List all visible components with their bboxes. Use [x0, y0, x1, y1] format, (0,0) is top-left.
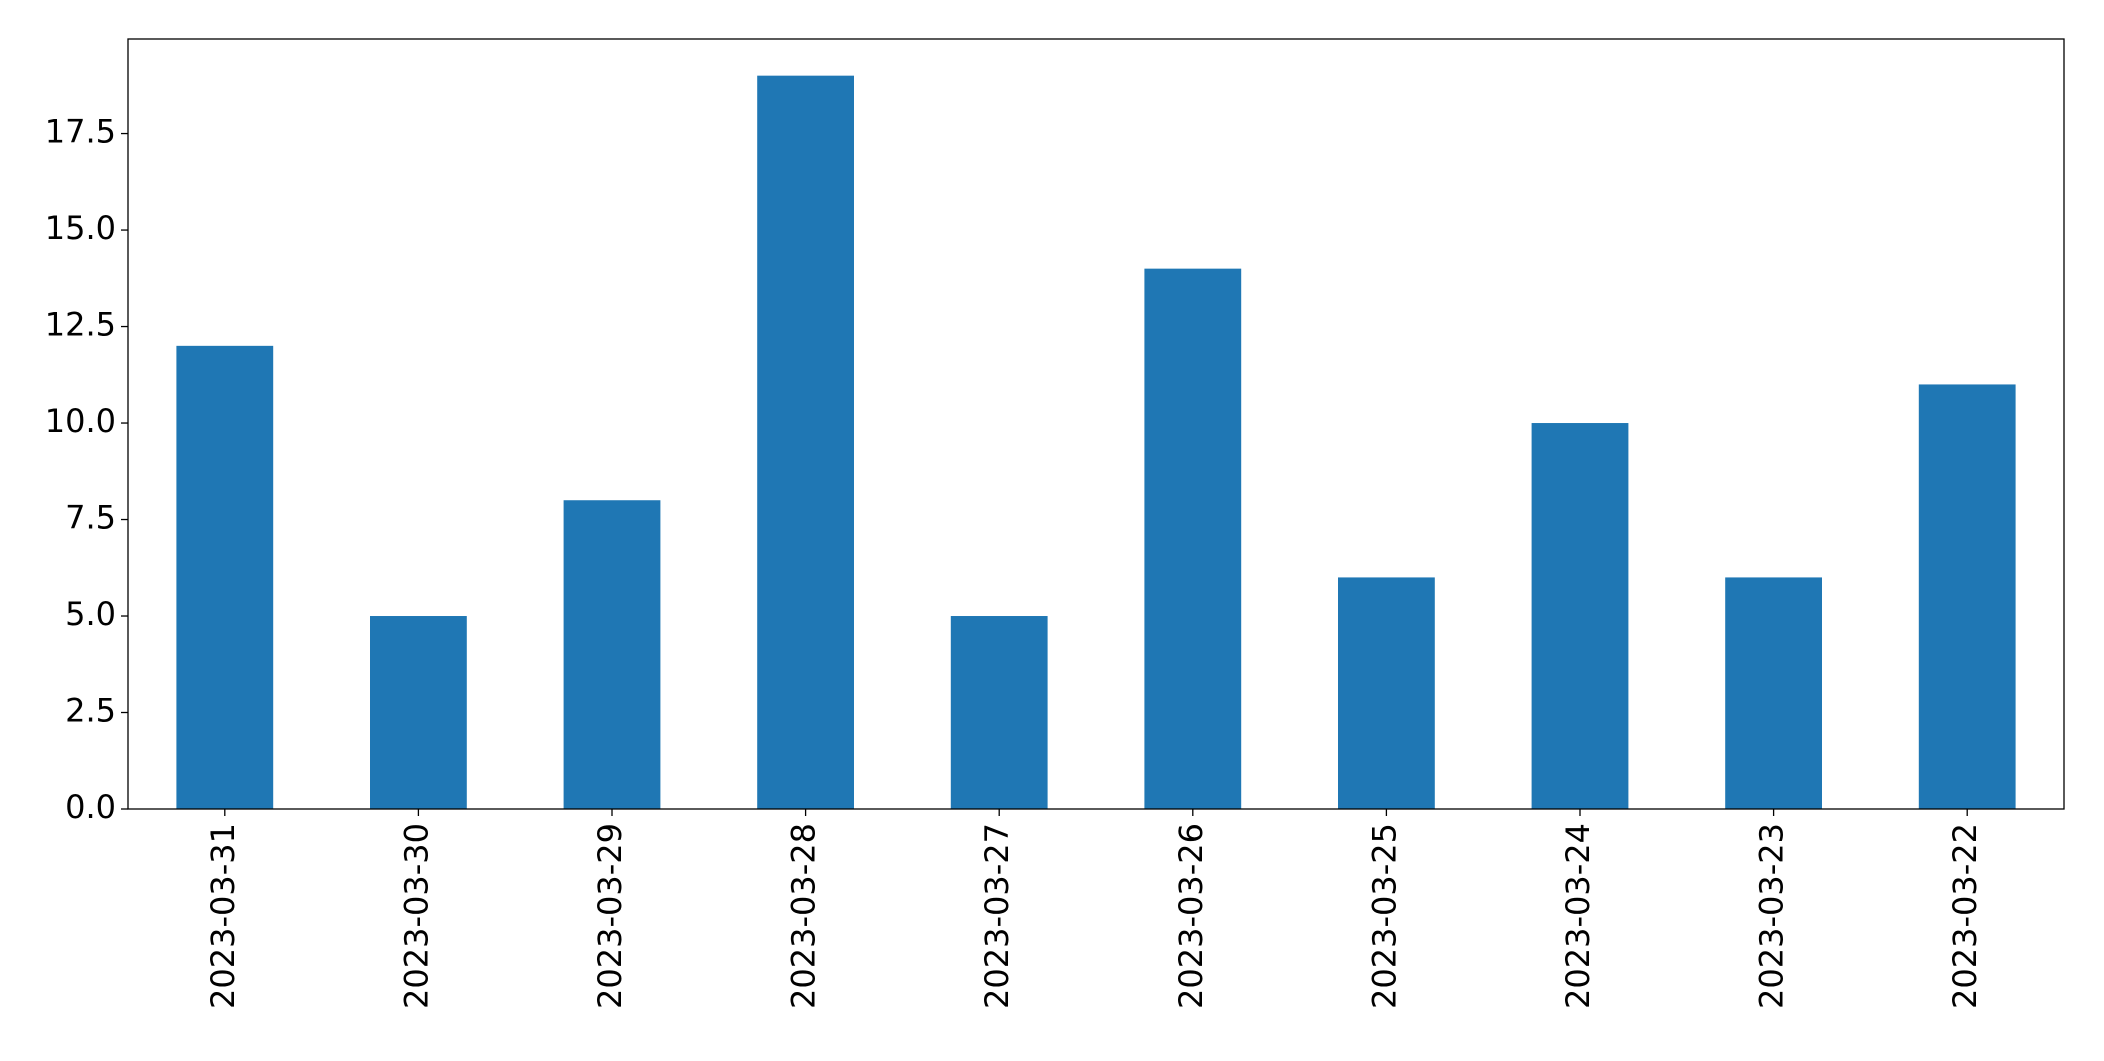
- x-tick-label: 2023-03-23: [1753, 823, 1791, 1009]
- y-tick-label: 7.5: [65, 499, 116, 537]
- bar: [1144, 268, 1242, 809]
- y-tick-label: 0.0: [65, 788, 116, 826]
- y-tick-label: 2.5: [65, 692, 116, 730]
- bar: [370, 616, 467, 809]
- y-tick-label: 5.0: [65, 595, 116, 633]
- bar: [176, 345, 274, 809]
- y-tick-label: 10.0: [45, 402, 116, 440]
- x-tick-label: 2023-03-27: [978, 823, 1016, 1009]
- bar: [950, 616, 1048, 809]
- bar: [563, 500, 661, 809]
- x-tick-label: 2023-03-30: [397, 823, 435, 1009]
- bar: [1338, 577, 1435, 809]
- y-tick-label: 15.0: [45, 209, 116, 247]
- x-tick-label: 2023-03-25: [1365, 823, 1403, 1009]
- bar: [757, 75, 854, 809]
- bar: [1725, 577, 1822, 809]
- x-tick-label: 2023-03-22: [1946, 823, 1984, 1009]
- plot-frame: [127, 38, 2065, 810]
- bar: [1531, 423, 1629, 809]
- bar: [1918, 384, 2016, 809]
- y-tick-label: 12.5: [45, 306, 116, 344]
- x-tick-label: 2023-03-26: [1172, 823, 1210, 1009]
- x-tick-label: 2023-03-31: [204, 823, 242, 1009]
- y-tick-label: 17.5: [45, 113, 116, 151]
- x-tick-label: 2023-03-28: [785, 823, 823, 1009]
- x-tick-label: 2023-03-29: [591, 823, 629, 1009]
- x-tick-label: 2023-03-24: [1559, 823, 1597, 1009]
